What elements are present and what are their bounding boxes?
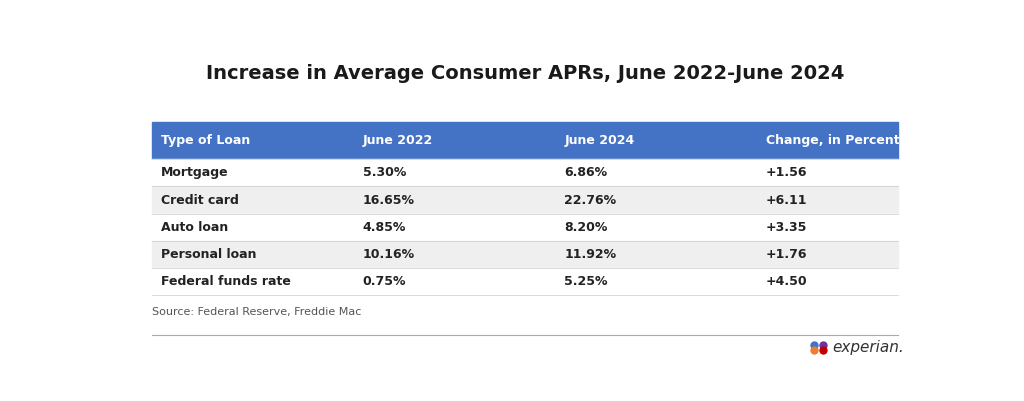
Text: 11.92%: 11.92% (564, 248, 616, 261)
Text: experian.: experian. (831, 340, 903, 355)
Text: Federal funds rate: Federal funds rate (162, 275, 291, 288)
Text: 5.25%: 5.25% (564, 275, 607, 288)
FancyBboxPatch shape (353, 241, 555, 268)
Text: 6.86%: 6.86% (564, 166, 607, 179)
FancyBboxPatch shape (152, 186, 353, 214)
Text: Change, in Percentage Points: Change, in Percentage Points (766, 134, 974, 147)
Text: Personal loan: Personal loan (162, 248, 257, 261)
FancyBboxPatch shape (756, 159, 898, 186)
Text: Increase in Average Consumer APRs, June 2022-June 2024: Increase in Average Consumer APRs, June … (206, 64, 844, 83)
FancyBboxPatch shape (152, 159, 353, 186)
Text: +1.56: +1.56 (766, 166, 807, 179)
FancyBboxPatch shape (555, 122, 756, 159)
FancyBboxPatch shape (152, 268, 353, 295)
Text: Auto loan: Auto loan (162, 221, 228, 234)
FancyBboxPatch shape (353, 122, 555, 159)
Text: Mortgage: Mortgage (162, 166, 229, 179)
FancyBboxPatch shape (353, 186, 555, 214)
Text: June 2022: June 2022 (362, 134, 433, 147)
FancyBboxPatch shape (353, 214, 555, 241)
Text: +3.35: +3.35 (766, 221, 807, 234)
Text: 10.16%: 10.16% (362, 248, 415, 261)
Text: 8.20%: 8.20% (564, 221, 607, 234)
Text: +1.76: +1.76 (766, 248, 807, 261)
Text: Credit card: Credit card (162, 194, 240, 207)
Text: 5.30%: 5.30% (362, 166, 407, 179)
Text: 4.85%: 4.85% (362, 221, 407, 234)
FancyBboxPatch shape (152, 122, 353, 159)
FancyBboxPatch shape (555, 268, 756, 295)
Text: 22.76%: 22.76% (564, 194, 616, 207)
FancyBboxPatch shape (555, 186, 756, 214)
FancyBboxPatch shape (555, 159, 756, 186)
FancyBboxPatch shape (756, 214, 898, 241)
FancyBboxPatch shape (756, 268, 898, 295)
FancyBboxPatch shape (152, 241, 353, 268)
FancyBboxPatch shape (152, 214, 353, 241)
Text: Source: Federal Reserve, Freddie Mac: Source: Federal Reserve, Freddie Mac (152, 308, 361, 318)
FancyBboxPatch shape (756, 122, 898, 159)
Text: +4.50: +4.50 (766, 275, 807, 288)
Text: 16.65%: 16.65% (362, 194, 415, 207)
FancyBboxPatch shape (555, 214, 756, 241)
Text: June 2024: June 2024 (564, 134, 635, 147)
FancyBboxPatch shape (756, 186, 898, 214)
FancyBboxPatch shape (555, 241, 756, 268)
FancyBboxPatch shape (756, 241, 898, 268)
FancyBboxPatch shape (353, 159, 555, 186)
Text: Type of Loan: Type of Loan (162, 134, 251, 147)
Text: +6.11: +6.11 (766, 194, 807, 207)
FancyBboxPatch shape (353, 268, 555, 295)
Text: 0.75%: 0.75% (362, 275, 407, 288)
